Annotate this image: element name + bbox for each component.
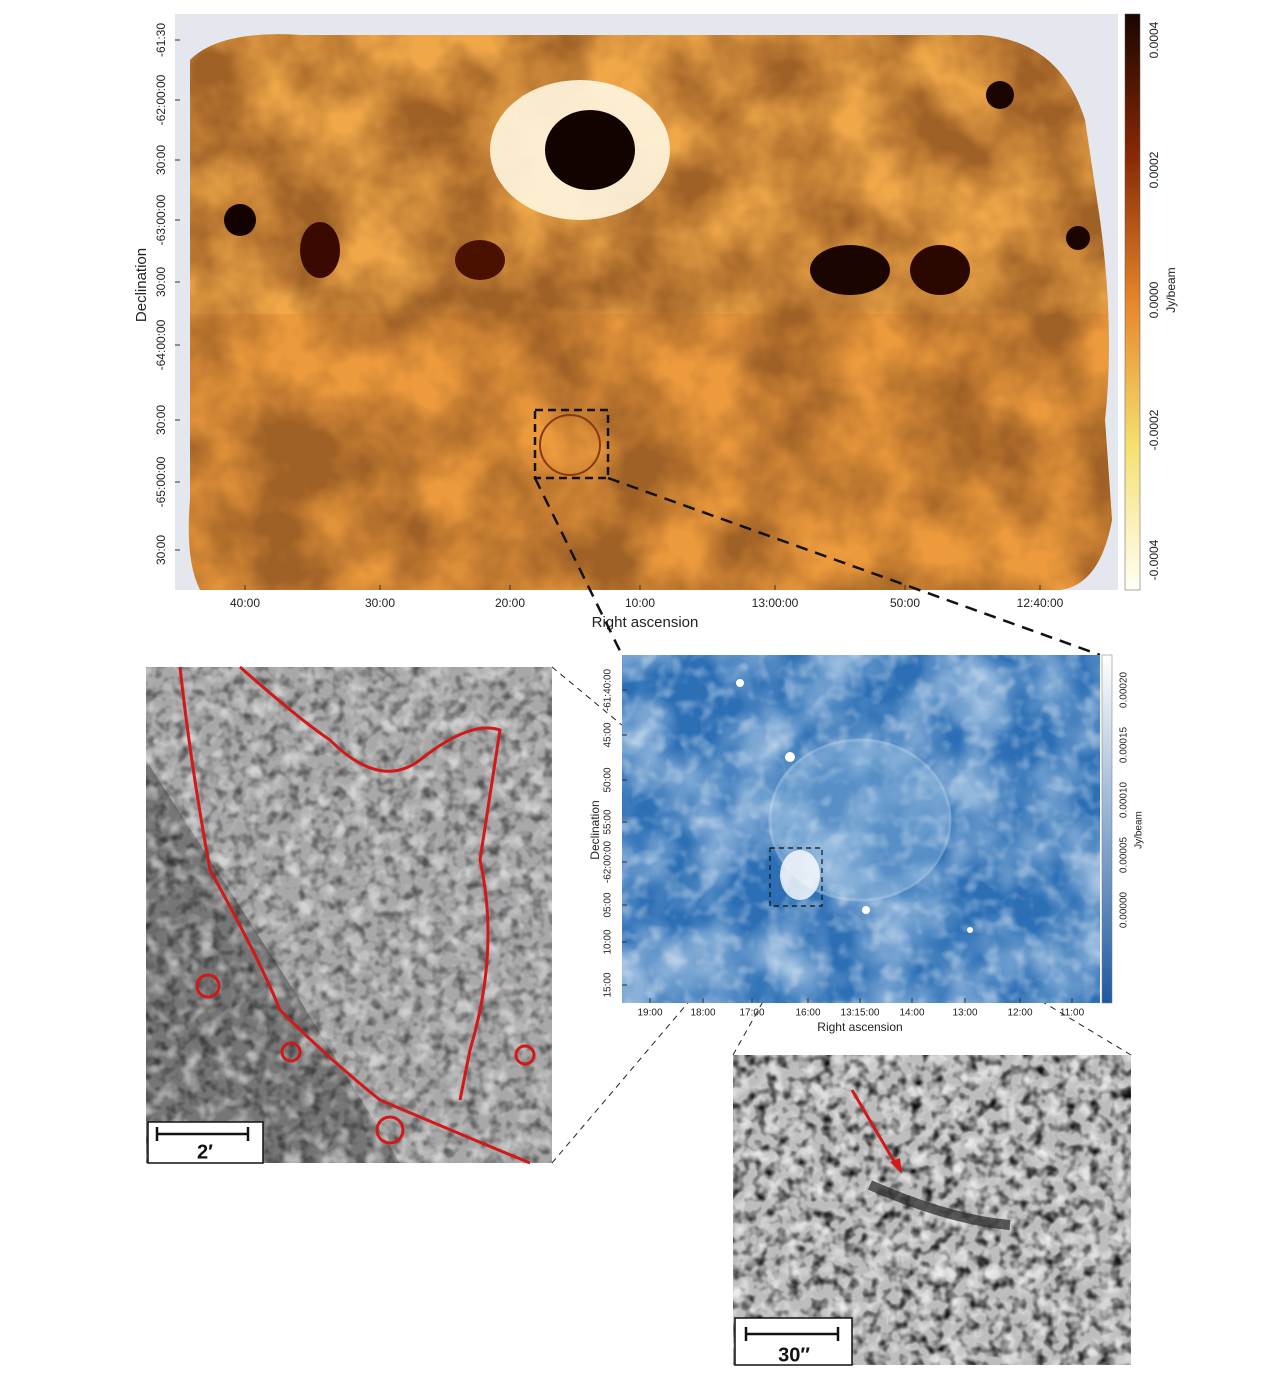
scale-bar (155, 1127, 250, 1141)
x-tick-label: 17:00 (739, 1008, 764, 1019)
y-tick-label: -63:00:00 (154, 194, 168, 245)
y-tick-label: -65:00:00 (154, 456, 168, 507)
y-tick-label: -62:00:00 (603, 840, 614, 883)
colorbar-label: Jy/beam (1134, 811, 1145, 849)
x-tick-label: 40:00 (230, 596, 260, 610)
colorbar-tick-label: -0.0002 (1147, 409, 1161, 450)
x-tick-label: 13:00 (952, 1008, 977, 1019)
y-tick-label: 45:00 (603, 722, 614, 747)
main-axes: 40:00 30:00 20:00 10:00 13:00:00 50:00 12:40:0… (133, 21, 1178, 631)
y-tick-label: -61:40:00 (603, 668, 614, 711)
colorbar-tick-label: 0.0000 (1147, 281, 1161, 318)
colorbar-label: Jy/beam (1164, 267, 1178, 312)
y-tick-label: 30:00 (154, 405, 168, 435)
x-tick-label: 16:00 (795, 1008, 820, 1019)
x-tick-label: 20:00 (495, 596, 525, 610)
scale-label: 30″ (778, 1344, 810, 1366)
x-tick-label: 12:40:00 (1017, 596, 1064, 610)
x-tick-label: 19:00 (637, 1008, 662, 1019)
y-tick-label: 55:00 (603, 809, 614, 834)
colorbar-tick-label: 0.00020 (1119, 671, 1130, 708)
scale-bar (744, 1327, 840, 1341)
scale-box (147, 1121, 264, 1164)
scale-box (734, 1317, 853, 1366)
y-tick-label: -64:00:00 (154, 319, 168, 370)
main-map-image (188, 34, 1112, 590)
y-tick-label: 50:00 (603, 767, 614, 792)
scale-label: 2′ (197, 1141, 213, 1163)
y-tick-label: -61:30 (154, 23, 168, 57)
y-tick-label: 15:00 (603, 972, 614, 997)
y-tick-label: -62:00:00 (154, 74, 168, 125)
zoom-right-image (733, 1055, 1131, 1365)
colorbar (1101, 654, 1113, 1004)
selection-box (769, 847, 823, 907)
colorbar-tick-label: 0.0002 (1147, 151, 1161, 188)
x-tick-label: 50:00 (890, 596, 920, 610)
x-axis-label: Right ascension (817, 1020, 902, 1034)
colorbar-tick-label: 0.00010 (1119, 781, 1130, 818)
colorbar-tick-label: 0.00005 (1119, 836, 1130, 873)
inset-axes: 19:00 18:00 17:00 16:00 13:15:00 14:00 13:00 12… (588, 668, 1144, 1034)
connectors (533, 476, 1101, 657)
y-tick-label: 05:00 (603, 892, 614, 917)
y-tick-label: 30:00 (154, 535, 168, 565)
y-axis-label: Declination (133, 248, 150, 322)
x-tick-label: 13:15:00 (841, 1008, 880, 1019)
inset-map-image (622, 655, 1100, 1003)
x-tick-label: 11:00 (1060, 1008, 1085, 1019)
y-tick-label: 30:00 (154, 267, 168, 297)
x-tick-label: 10:00 (625, 596, 655, 610)
y-tick-label: 30:00 (154, 145, 168, 175)
y-tick-label: 10:00 (603, 929, 614, 954)
colorbar-tick-label: -0.0004 (1147, 539, 1161, 580)
x-tick-label: 14:00 (899, 1008, 924, 1019)
x-axis-label: Right ascension (592, 614, 699, 631)
x-tick-label: 13:00:00 (752, 596, 799, 610)
y-axis-label: Declination (588, 800, 602, 859)
x-tick-label: 12:00 (1007, 1008, 1032, 1019)
zoom-left-image (146, 665, 552, 1165)
selection-box (533, 408, 610, 480)
x-tick-label: 18:00 (690, 1008, 715, 1019)
colorbar (1124, 13, 1141, 591)
colorbar-tick-label: 0.0004 (1147, 21, 1161, 58)
colorbar-tick-label: 0.00015 (1119, 726, 1130, 763)
x-tick-label: 30:00 (365, 596, 395, 610)
colorbar-tick-label: 0.00000 (1119, 891, 1130, 928)
